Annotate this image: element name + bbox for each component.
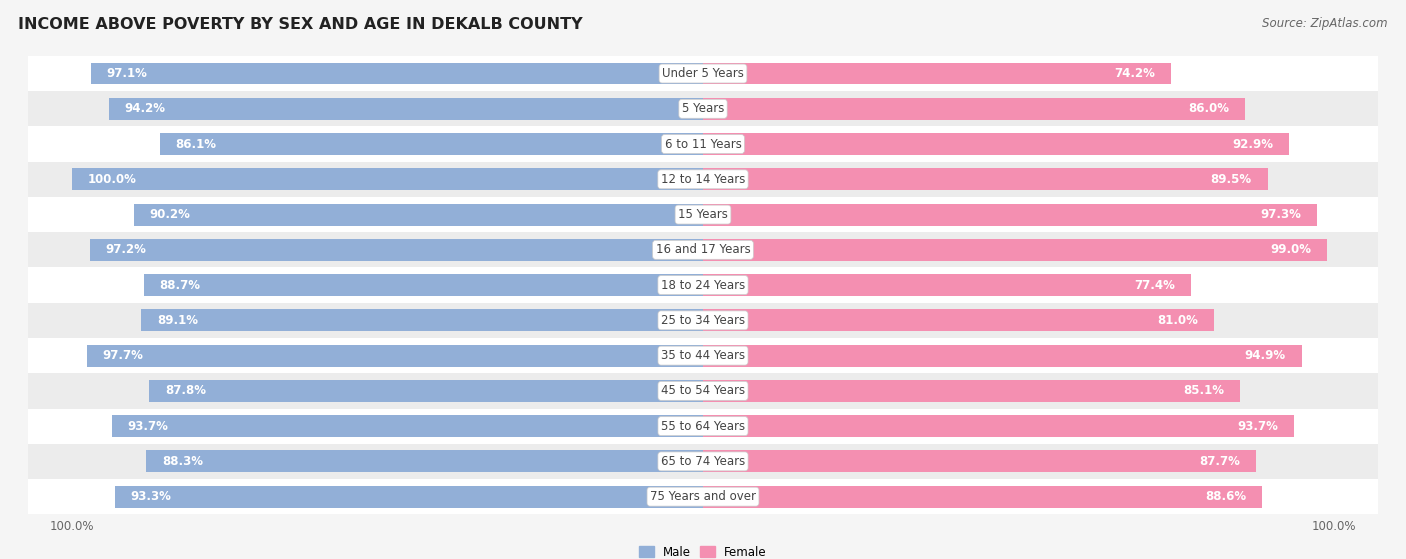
Bar: [28, 197, 1378, 232]
Bar: [703, 345, 1302, 367]
Bar: [28, 338, 1378, 373]
Text: 94.9%: 94.9%: [1244, 349, 1286, 362]
Bar: [703, 451, 1256, 472]
Text: 88.3%: 88.3%: [162, 455, 202, 468]
Bar: [108, 98, 703, 120]
Text: 85.1%: 85.1%: [1182, 385, 1225, 397]
Bar: [143, 274, 703, 296]
Text: 89.1%: 89.1%: [157, 314, 198, 327]
Bar: [90, 239, 703, 260]
Bar: [87, 345, 703, 367]
Bar: [28, 303, 1378, 338]
Text: 93.3%: 93.3%: [131, 490, 172, 503]
Text: 77.4%: 77.4%: [1135, 278, 1175, 292]
Bar: [703, 133, 1289, 155]
Bar: [703, 168, 1267, 190]
Bar: [703, 239, 1327, 260]
Bar: [28, 162, 1378, 197]
Text: 100.0%: 100.0%: [89, 173, 136, 186]
Text: 87.8%: 87.8%: [165, 385, 207, 397]
Text: 94.2%: 94.2%: [125, 102, 166, 115]
Text: 35 to 44 Years: 35 to 44 Years: [661, 349, 745, 362]
Bar: [28, 373, 1378, 409]
Text: 16 and 17 Years: 16 and 17 Years: [655, 243, 751, 257]
Bar: [160, 133, 703, 155]
Text: 88.6%: 88.6%: [1205, 490, 1246, 503]
Bar: [28, 479, 1378, 514]
Text: 86.1%: 86.1%: [176, 138, 217, 150]
Text: 81.0%: 81.0%: [1157, 314, 1198, 327]
Bar: [112, 415, 703, 437]
Legend: Male, Female: Male, Female: [634, 541, 772, 559]
Bar: [703, 203, 1316, 225]
Text: Under 5 Years: Under 5 Years: [662, 67, 744, 80]
Text: 93.7%: 93.7%: [1237, 420, 1278, 433]
Text: 90.2%: 90.2%: [150, 208, 191, 221]
Text: 89.5%: 89.5%: [1211, 173, 1251, 186]
Text: 88.7%: 88.7%: [159, 278, 200, 292]
Bar: [28, 91, 1378, 126]
Text: 74.2%: 74.2%: [1115, 67, 1156, 80]
Text: INCOME ABOVE POVERTY BY SEX AND AGE IN DEKALB COUNTY: INCOME ABOVE POVERTY BY SEX AND AGE IN D…: [18, 17, 583, 32]
Text: Source: ZipAtlas.com: Source: ZipAtlas.com: [1263, 17, 1388, 30]
Text: 87.7%: 87.7%: [1199, 455, 1240, 468]
Text: 65 to 74 Years: 65 to 74 Years: [661, 455, 745, 468]
Bar: [28, 56, 1378, 91]
Bar: [28, 267, 1378, 303]
Bar: [703, 310, 1213, 331]
Text: 12 to 14 Years: 12 to 14 Years: [661, 173, 745, 186]
Text: 5 Years: 5 Years: [682, 102, 724, 115]
Bar: [703, 63, 1171, 84]
Bar: [28, 444, 1378, 479]
Bar: [703, 274, 1191, 296]
Bar: [28, 409, 1378, 444]
Text: 97.3%: 97.3%: [1260, 208, 1301, 221]
Text: 6 to 11 Years: 6 to 11 Years: [665, 138, 741, 150]
Bar: [703, 486, 1261, 508]
Bar: [141, 310, 703, 331]
Text: 97.2%: 97.2%: [105, 243, 146, 257]
Text: 99.0%: 99.0%: [1271, 243, 1312, 257]
Text: 18 to 24 Years: 18 to 24 Years: [661, 278, 745, 292]
Text: 86.0%: 86.0%: [1188, 102, 1230, 115]
Bar: [72, 168, 703, 190]
Text: 15 Years: 15 Years: [678, 208, 728, 221]
Text: 45 to 54 Years: 45 to 54 Years: [661, 385, 745, 397]
Bar: [149, 380, 703, 402]
Text: 55 to 64 Years: 55 to 64 Years: [661, 420, 745, 433]
Text: 75 Years and over: 75 Years and over: [650, 490, 756, 503]
Text: 93.7%: 93.7%: [128, 420, 169, 433]
Bar: [146, 451, 703, 472]
Text: 92.9%: 92.9%: [1232, 138, 1274, 150]
Bar: [114, 486, 703, 508]
Bar: [703, 380, 1240, 402]
Bar: [703, 415, 1294, 437]
Text: 25 to 34 Years: 25 to 34 Years: [661, 314, 745, 327]
Bar: [703, 98, 1246, 120]
Bar: [28, 232, 1378, 267]
Bar: [90, 63, 703, 84]
Bar: [134, 203, 703, 225]
Text: 97.1%: 97.1%: [107, 67, 148, 80]
Text: 97.7%: 97.7%: [103, 349, 143, 362]
Bar: [28, 126, 1378, 162]
